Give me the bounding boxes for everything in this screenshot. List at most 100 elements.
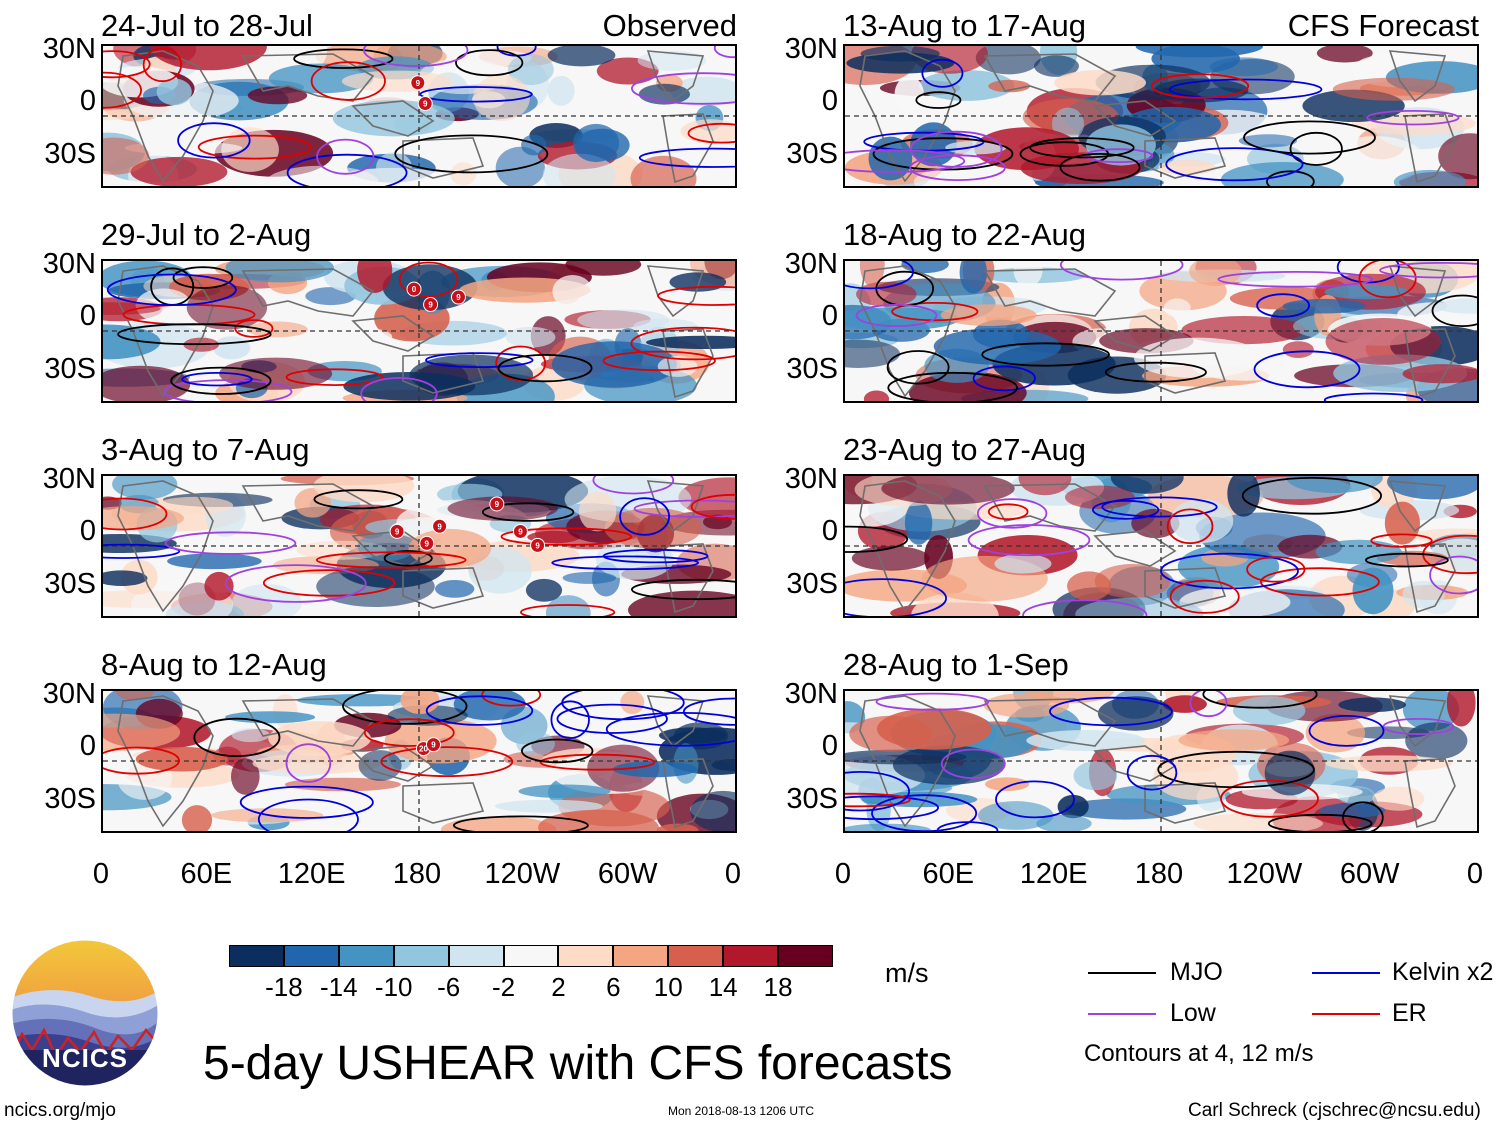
- coastline: [646, 480, 705, 533]
- colorbar-segment: [613, 945, 669, 967]
- coastline: [1404, 543, 1456, 614]
- wave-contour: [886, 350, 950, 385]
- wave-contour: [177, 122, 251, 159]
- shear-anomaly: [1316, 46, 1373, 63]
- shear-anomaly: [630, 155, 697, 186]
- panel-title: 8-Aug to 12-Aug: [101, 647, 327, 682]
- shear-anomaly: [547, 46, 616, 67]
- coastline: [117, 265, 214, 398]
- shear-anomaly: [1325, 318, 1441, 365]
- wave-contour: [1092, 499, 1160, 520]
- wave-contour: [909, 130, 1003, 168]
- tc-marker-label: 9: [395, 527, 400, 536]
- shear-anomaly: [246, 321, 308, 338]
- wave-contour: [1220, 779, 1319, 818]
- wave-contour: [164, 531, 297, 555]
- x-tick-label: 60W: [597, 858, 658, 890]
- wave-contour: [197, 134, 312, 160]
- coastline: [662, 328, 714, 399]
- shear-anomaly: [130, 156, 228, 186]
- coastline: [1404, 758, 1456, 829]
- wave-contour: [1365, 552, 1449, 568]
- shear-anomaly: [357, 261, 393, 293]
- tc-marker-label: 9: [495, 500, 500, 509]
- colorbar: [229, 945, 833, 967]
- shear-anomaly: [156, 78, 192, 106]
- shear-anomaly: [690, 790, 735, 831]
- wave-contour: [285, 368, 384, 386]
- wave-contour: [1370, 533, 1433, 548]
- shear-anomaly: [658, 727, 727, 744]
- shear-anomaly: [894, 76, 924, 113]
- shear-anomaly: [881, 476, 1015, 505]
- wave-contour: [845, 792, 911, 808]
- shear-anomaly: [494, 799, 603, 813]
- coastline: [1404, 113, 1456, 184]
- wave-contour: [1160, 552, 1299, 590]
- shear-anomaly: [1026, 730, 1145, 751]
- shear-anomaly: [1427, 538, 1477, 578]
- shear-anomaly: [1094, 563, 1171, 599]
- shear-anomaly: [525, 578, 563, 602]
- colorbar-tick-label: 10: [653, 972, 683, 1002]
- shear-anomaly: [103, 302, 161, 315]
- wave-contour: [1267, 813, 1373, 831]
- footer-timestamp: Mon 2018-08-13 1206 UTC: [668, 1104, 815, 1118]
- coastline: [241, 698, 375, 747]
- wave-contour: [1308, 715, 1385, 747]
- wave-contour: [383, 550, 433, 567]
- map-svg: [845, 261, 1477, 401]
- main-title: 5-day USHEAR with CFS forecasts: [203, 1037, 953, 1090]
- wave-contour: [419, 86, 533, 103]
- wave-contour: [380, 746, 514, 777]
- shear-anomaly: [296, 694, 430, 707]
- shear-anomaly: [1282, 341, 1314, 358]
- wave-contour: [1029, 137, 1135, 159]
- wave-contour: [995, 780, 1075, 819]
- shear-anomaly: [1238, 134, 1298, 148]
- wave-contour: [286, 153, 408, 186]
- wave-contour: [657, 285, 735, 306]
- colorbar-segment: [338, 945, 394, 967]
- wave-contour: [631, 72, 735, 105]
- tc-marker-label: 9: [423, 100, 428, 109]
- shear-anomaly: [579, 491, 617, 532]
- logo-text: NCICS: [42, 1043, 128, 1073]
- shear-anomaly: [1286, 476, 1383, 493]
- coastline: [351, 315, 435, 352]
- wave-contour: [976, 498, 1048, 529]
- y-tick-label: 30S: [44, 138, 96, 170]
- coastline: [859, 50, 956, 183]
- wave-contour: [871, 794, 978, 831]
- wave-contour: [845, 525, 909, 553]
- shear-anomaly: [846, 52, 955, 74]
- tc-marker-label: 0: [412, 285, 417, 294]
- y-tick-label: 30S: [44, 568, 96, 600]
- wave-contour: [915, 91, 962, 109]
- shear-anomaly: [150, 46, 267, 71]
- wave-contour: [845, 771, 910, 812]
- x-tick-label: 0: [1466, 858, 1484, 890]
- wave-contour: [909, 154, 1006, 181]
- tc-marker-label: 9: [437, 522, 442, 531]
- wave-contour: [285, 743, 332, 783]
- tc-marker-label: 9: [416, 79, 421, 88]
- wave-contour: [1166, 508, 1214, 545]
- wave-contour: [1059, 153, 1141, 182]
- y-tick-label: 0: [821, 515, 838, 547]
- tc-marker-label: 9: [428, 301, 433, 310]
- y-tick-label: 30S: [786, 568, 838, 600]
- shear-anomaly: [859, 261, 885, 287]
- wave-contour: [630, 326, 735, 361]
- coastline: [351, 745, 435, 782]
- colorbar-tick-label: -14: [320, 972, 358, 1002]
- tc-marker: 9: [389, 523, 405, 539]
- legend-label: Low: [1170, 999, 1216, 1027]
- coastline: [1144, 137, 1227, 179]
- wave-contour: [425, 352, 534, 368]
- shear-anomaly: [1352, 567, 1394, 615]
- wave-contour: [1246, 556, 1306, 583]
- wave-contour: [1202, 691, 1318, 709]
- shear-anomaly: [1405, 722, 1468, 760]
